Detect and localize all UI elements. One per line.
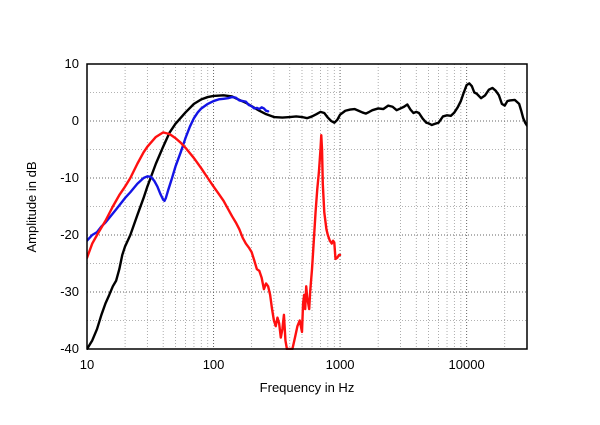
x-tick-label: 100 xyxy=(203,357,225,372)
series-group xyxy=(87,82,527,350)
y-tick-label: -10 xyxy=(60,170,79,185)
y-tick-label: -40 xyxy=(60,341,79,356)
y-tick-label: 0 xyxy=(72,113,79,128)
x-tick-label: 10 xyxy=(80,357,94,372)
plot-frame xyxy=(86,63,528,350)
series-line-1 xyxy=(87,82,527,350)
grid xyxy=(87,64,527,349)
y-axis-label: Amplitude in dB xyxy=(24,161,39,252)
y-tick-label: -20 xyxy=(60,227,79,242)
x-axis-label: Frequency in Hz xyxy=(260,380,355,395)
y-tick-label: 10 xyxy=(65,56,79,71)
series-line-2 xyxy=(87,95,270,242)
x-tick-label: 1000 xyxy=(326,357,355,372)
y-tick-label: -30 xyxy=(60,284,79,299)
x-tick-label: 10000 xyxy=(449,357,485,372)
series-line-3 xyxy=(87,131,342,350)
